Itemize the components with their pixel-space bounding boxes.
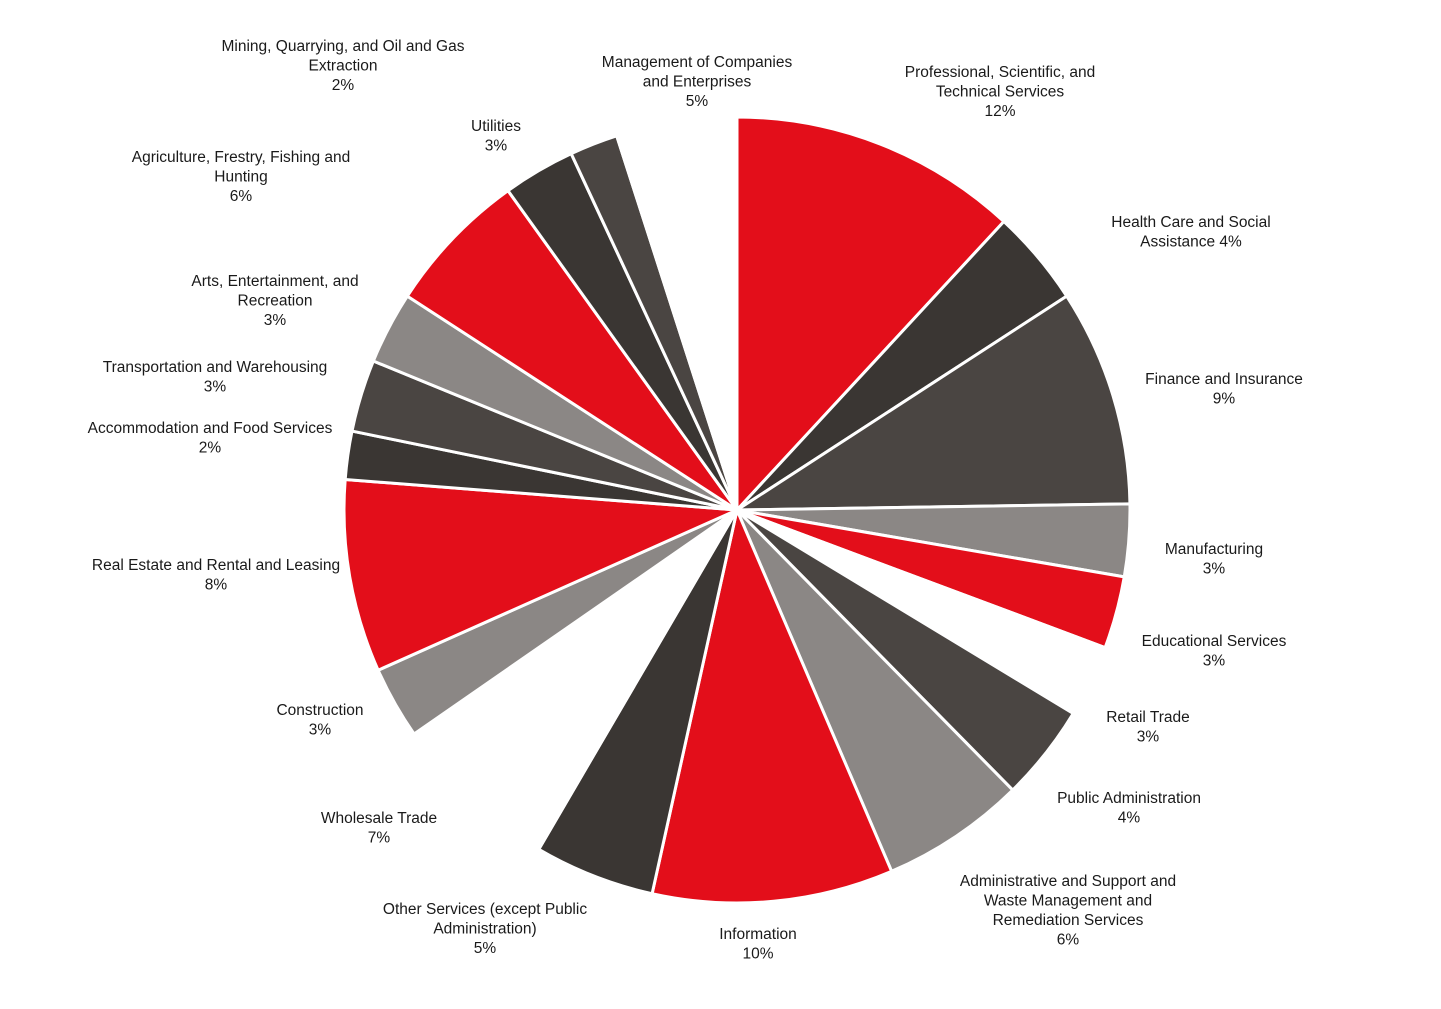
slice-label-line: Extraction: [309, 58, 378, 75]
slice-label-line: Construction: [276, 702, 363, 719]
slice-label-line: 10%: [742, 946, 773, 963]
slice-label-line: Information: [719, 926, 797, 943]
slice-label: Finance and Insurance 9%: [1145, 371, 1303, 408]
slice-label-line: and Enterprises: [643, 74, 752, 91]
slice-label-line: 7%: [368, 830, 391, 847]
slice-label: Retail Trade 3%: [1106, 709, 1190, 746]
pie-slice: [615, 115, 739, 512]
slice-label-line: Educational Services: [1142, 633, 1287, 650]
slice-label: Health Care and Social Assistance 4%: [1111, 214, 1270, 251]
slice-label: Administrative and Support and Waste Mana…: [960, 873, 1176, 949]
slice-label-line: Public Administration: [1057, 790, 1201, 807]
slice-label: Accommodation and Food Services 2%: [88, 420, 333, 457]
slice-label-line: Agriculture, Frestry, Fishing and: [132, 149, 351, 166]
slice-label-line: Hunting: [214, 169, 267, 186]
slice-label: Utilities 3%: [471, 118, 521, 155]
pie-slice: [735, 508, 1015, 873]
slice-label-line: Administrative and Support and: [960, 873, 1176, 890]
slice-label-line: 3%: [309, 722, 332, 739]
slice-label-line: Administration): [433, 921, 536, 938]
slice-label-line: Arts, Entertainment, and: [191, 273, 358, 290]
slice-label-line: 3%: [485, 138, 508, 155]
slice-label-line: Mining, Quarrying, and Oil and Gas: [222, 38, 465, 55]
pie-slices: [342, 115, 1132, 905]
pie-slice: [735, 294, 1132, 512]
slice-label-line: Finance and Insurance: [1145, 371, 1303, 388]
pie-slice: [412, 508, 739, 851]
pie-labels: Professional, Scientific, and Technical S…: [88, 38, 1303, 963]
slice-label-line: Professional, Scientific, and: [905, 64, 1095, 81]
slice-label-line: Other Services (except Public: [383, 901, 587, 918]
slice-label: Professional, Scientific, and Technical S…: [905, 64, 1095, 120]
slice-label-line: 12%: [984, 103, 1015, 120]
pie-slice: [650, 508, 894, 905]
slice-label-line: Retail Trade: [1106, 709, 1190, 726]
slice-label: Agriculture, Frestry, Fishing and Hunting…: [132, 149, 351, 205]
slice-label-line: Recreation: [238, 293, 313, 310]
pie-slice: [735, 115, 1006, 512]
slice-label: Manufacturing 3%: [1165, 541, 1263, 578]
slice-label-line: 2%: [332, 77, 355, 94]
slice-label: Mining, Quarrying, and Oil and Gas Extrac…: [222, 38, 465, 94]
slice-label-line: 5%: [686, 93, 709, 110]
slice-label-line: Accommodation and Food Services: [88, 420, 333, 437]
slice-label-line: 5%: [474, 940, 497, 957]
slice-label-line: 6%: [230, 188, 253, 205]
slice-label: Real Estate and Rental and Leasing 8%: [92, 557, 340, 594]
slice-label-line: Transportation and Warehousing: [103, 359, 328, 376]
slice-label-line: Remediation Services: [993, 912, 1144, 929]
pie-slice: [405, 189, 739, 512]
slice-label-line: Real Estate and Rental and Leasing: [92, 557, 340, 574]
slice-label-line: 3%: [204, 379, 227, 396]
slice-label-line: Utilities: [471, 118, 521, 135]
slice-label: Management of Companies and Enterprises 5%: [602, 54, 793, 110]
slice-label-line: 6%: [1057, 932, 1080, 949]
slice-label: Information 10%: [719, 926, 797, 963]
slice-label: Construction 3%: [276, 702, 363, 739]
slice-label-line: 8%: [205, 577, 228, 594]
slice-label-line: Health Care and Social: [1111, 214, 1270, 231]
slice-label-line: Waste Management and: [984, 893, 1152, 910]
slice-label: Public Administration 4%: [1057, 790, 1201, 827]
slice-label-line: 2%: [199, 440, 222, 457]
slice-label-line: Management of Companies: [602, 54, 793, 71]
slice-label: Transportation and Warehousing 3%: [103, 359, 328, 396]
slice-label-line: Technical Services: [936, 84, 1065, 101]
slice-label: Wholesale Trade 7%: [321, 810, 437, 847]
slice-label-line: 3%: [264, 312, 287, 329]
slice-label: Arts, Entertainment, and Recreation 3%: [191, 273, 358, 329]
slice-label-line: Assistance 4%: [1140, 234, 1242, 251]
slice-label-line: 3%: [1203, 561, 1226, 578]
slice-label: Other Services (except Public Administrat…: [383, 901, 587, 957]
slice-label-line: 4%: [1118, 810, 1141, 827]
slice-label-line: 3%: [1203, 653, 1226, 670]
slice-label: Educational Services 3%: [1142, 633, 1287, 670]
slice-label-line: 3%: [1137, 729, 1160, 746]
slice-label-line: Wholesale Trade: [321, 810, 437, 827]
slice-label-line: 9%: [1213, 391, 1236, 408]
slice-label-line: Manufacturing: [1165, 541, 1263, 558]
pie-slice: [342, 477, 739, 672]
